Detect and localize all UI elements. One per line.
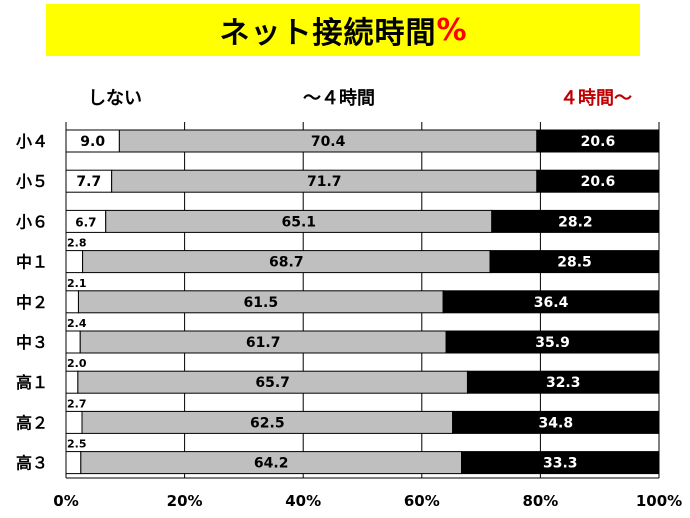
bar-segment: [489, 250, 660, 274]
data-label: 70.4: [311, 134, 346, 150]
data-label: 33.3: [543, 456, 578, 472]
category-label: 中２: [16, 293, 48, 312]
bar-segment: [466, 370, 660, 394]
data-label: 36.4: [534, 295, 569, 311]
data-label: 20.6: [581, 134, 616, 150]
data-label: 2.5: [67, 438, 87, 451]
bar-segment: [491, 209, 660, 233]
category-label: 小４: [16, 132, 48, 151]
category-label: 中３: [16, 333, 48, 352]
legend-label-over4: ４時間～: [560, 88, 632, 109]
x-tick-label: 60%: [404, 492, 440, 510]
data-label: 2.7: [67, 397, 87, 410]
x-tick-label: 40%: [285, 492, 321, 510]
x-tick-label: 80%: [522, 492, 558, 510]
data-label: 35.9: [535, 335, 570, 351]
bar-segment: [536, 129, 660, 153]
bar-segment: [536, 169, 660, 193]
data-label: 61.7: [246, 335, 281, 351]
data-label: 68.7: [269, 255, 304, 271]
data-label: 2.8: [67, 237, 87, 250]
data-label: 2.4: [67, 317, 87, 330]
data-label: 65.1: [281, 214, 316, 230]
chart-title: ネット接続時間: [219, 16, 437, 51]
data-label: 34.8: [539, 415, 574, 431]
bar-segment: [452, 410, 660, 434]
category-label: 高３: [16, 454, 48, 473]
bar-segment: [65, 330, 81, 354]
legend-label-under4: ～４時間: [303, 88, 375, 109]
bar-segment: [65, 250, 84, 274]
x-tick-label: 100%: [636, 492, 682, 510]
data-label: 2.0: [67, 357, 87, 370]
legend-label-none: しない: [88, 88, 142, 109]
x-tick-label: 20%: [167, 492, 203, 510]
category-label: 小５: [16, 172, 48, 191]
data-label: 6.7: [75, 215, 96, 229]
data-label: 20.6: [581, 174, 616, 190]
data-label: 9.0: [80, 134, 105, 150]
bar-segment: [65, 410, 83, 434]
chart-title-banner: ネット接続時間%: [46, 4, 640, 56]
bar-segment: [65, 370, 79, 394]
data-label: 7.7: [76, 174, 101, 190]
category-label: 中１: [16, 253, 48, 272]
data-label: 61.5: [244, 295, 279, 311]
category-label: 高２: [16, 413, 48, 432]
data-label: 71.7: [307, 174, 342, 190]
data-label: 28.2: [558, 214, 593, 230]
bar-segment: [461, 451, 660, 475]
bar-segment: [442, 290, 660, 314]
category-label: 高１: [16, 373, 48, 392]
data-label: 62.5: [250, 415, 285, 431]
category-label: 小６: [16, 212, 48, 231]
bar-segment: [445, 330, 660, 354]
data-label: 64.2: [254, 456, 289, 472]
data-label: 32.3: [546, 375, 581, 391]
data-label: 28.5: [557, 255, 592, 271]
bar-segment: [65, 451, 82, 475]
x-tick-label: 0%: [53, 492, 78, 510]
data-label: 2.1: [67, 277, 87, 290]
chart-title-percent: %: [436, 12, 467, 48]
data-label: 65.7: [255, 375, 290, 391]
bar-segment: [65, 290, 79, 314]
